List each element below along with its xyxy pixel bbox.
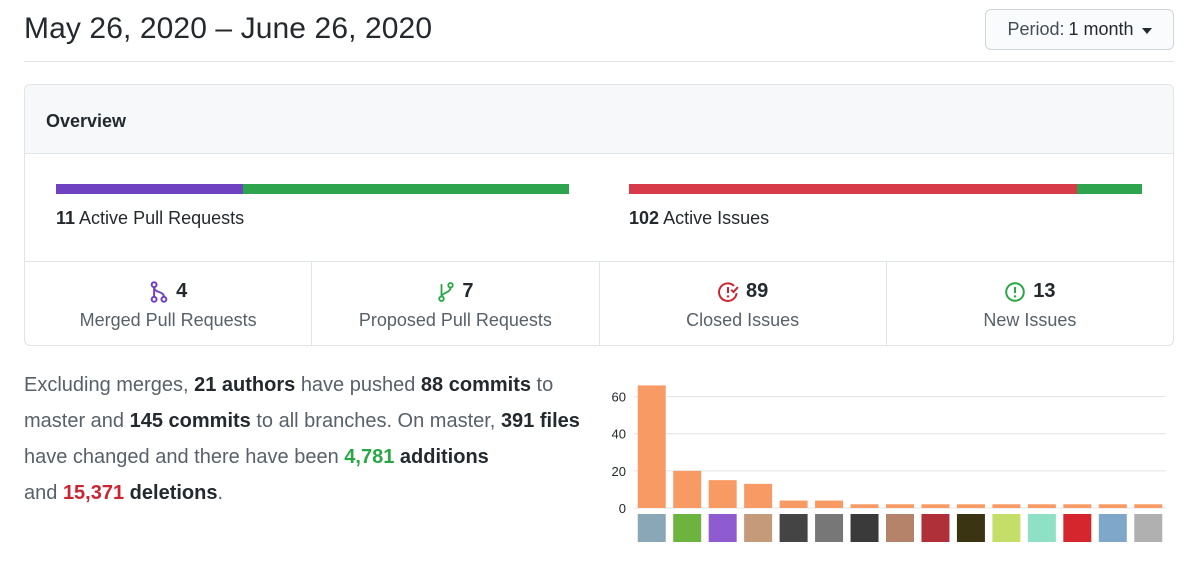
contributor-avatar[interactable] — [1134, 514, 1163, 542]
summary-text: to master and — [24, 374, 554, 432]
proposed-pull-requests-count: 7 — [462, 280, 474, 302]
overview-panel: Overview 11 Active Pull Requests 102 Act… — [24, 84, 1174, 346]
contributor-avatar[interactable] — [850, 514, 879, 542]
contribution-summary: Excluding merges, 21 authors have pushed… — [24, 367, 584, 511]
contributor-bar — [850, 504, 879, 508]
y-tick-label: 20 — [612, 464, 626, 479]
additions-count: 4,781 — [344, 446, 395, 468]
proposed-pull-requests-label: Proposed Pull Requests — [358, 310, 552, 330]
contributors-bar-chart: 0 20 40 60 — [612, 385, 1166, 542]
contributor-avatar[interactable] — [1098, 514, 1127, 542]
overview-header: Overview — [25, 85, 1173, 154]
contributor-avatar[interactable] — [1063, 514, 1092, 542]
deletions-count: 15,371 — [62, 482, 125, 504]
contributor-bar — [956, 504, 985, 508]
contributor-bar — [779, 500, 808, 508]
summary-text: to all branches. On master, — [256, 410, 496, 432]
active-pull-requests-label: Active Pull Requests — [79, 208, 245, 228]
master-commits-count: 88 commits — [420, 374, 531, 396]
contributor-bar — [1098, 504, 1127, 508]
contributor-bar — [921, 504, 950, 508]
authors-count-link[interactable]: 21 authors — [194, 374, 296, 396]
additions-label: additions — [399, 446, 489, 468]
closed-issues-count: 89 — [746, 280, 769, 302]
contributor-bar — [815, 500, 844, 508]
active-pull-requests-count: 11 — [56, 208, 76, 228]
git-merge-icon — [150, 280, 168, 303]
new-issues-segment — [1076, 184, 1142, 194]
date-range-title: May 26, 2020 – June 26, 2020 — [24, 12, 433, 45]
contributor-avatar[interactable] — [1027, 514, 1056, 542]
stat-closed-issues[interactable]: 89 Closed Issues — [600, 262, 887, 345]
summary-text: have pushed — [300, 374, 416, 396]
git-pull-request-icon — [438, 281, 454, 302]
deletions-label: deletions — [129, 482, 218, 504]
stat-proposed-pull-requests[interactable]: 7 Proposed Pull Requests — [312, 262, 600, 345]
merged-pull-requests-count: 4 — [176, 280, 188, 302]
active-issues-caption: 102 Active Issues — [629, 208, 1142, 229]
stat-new-issues[interactable]: 13 New Issues — [887, 262, 1173, 345]
contributor-avatar[interactable] — [744, 514, 773, 542]
overview-title: Overview — [46, 111, 127, 131]
contributor-bar — [886, 504, 914, 508]
closed-issues-label: Closed Issues — [686, 310, 800, 330]
y-tick-label: 0 — [619, 501, 626, 516]
contributor-avatar[interactable] — [921, 514, 950, 542]
new-issues-count: 13 — [1033, 280, 1056, 302]
contributor-avatar[interactable] — [637, 514, 666, 542]
contributor-bar — [1027, 504, 1056, 508]
contributor-avatar[interactable] — [956, 514, 985, 542]
summary-text: Excluding merges, — [24, 374, 189, 396]
contributor-bar — [744, 483, 773, 508]
contributor-avatar[interactable] — [779, 514, 808, 542]
contributor-bar — [673, 470, 702, 508]
contributor-bar — [708, 480, 737, 508]
page-header: May 26, 2020 – June 26, 2020 Period: 1 m… — [24, 0, 1174, 62]
active-pull-requests-caption: 11 Active Pull Requests — [56, 208, 569, 229]
contributor-avatar[interactable] — [815, 514, 844, 542]
new-issues-label: New Issues — [983, 310, 1077, 330]
contributor-avatar[interactable] — [673, 514, 702, 542]
y-tick-label: 40 — [612, 427, 626, 442]
contributor-avatar[interactable] — [886, 514, 914, 542]
contributor-avatar[interactable] — [708, 514, 737, 542]
active-issues-count: 102 — [629, 208, 660, 228]
contributor-avatar[interactable] — [992, 514, 1021, 542]
period-value: 1 month — [1068, 19, 1134, 39]
files-changed-count: 391 files — [500, 410, 580, 432]
summary-text: . — [217, 482, 224, 504]
contributor-bar — [637, 385, 666, 508]
issues-progress-bar — [629, 184, 1142, 194]
period-dropdown-button[interactable]: Period: 1 month — [985, 9, 1174, 50]
merged-pr-segment — [56, 184, 243, 194]
stat-merged-pull-requests[interactable]: 4 Merged Pull Requests — [25, 262, 313, 345]
merged-pull-requests-label: Merged Pull Requests — [79, 310, 257, 330]
y-tick-label: 60 — [612, 390, 626, 405]
pull-requests-progress-bar — [56, 184, 569, 194]
issue-opened-icon — [1005, 281, 1026, 302]
contributor-bar — [1063, 504, 1092, 508]
period-label: Period: — [1007, 19, 1065, 39]
closed-issues-segment — [629, 184, 1077, 194]
summary-text: have changed and there have been — [24, 446, 339, 468]
active-issues-summary[interactable]: 102 Active Issues — [629, 184, 1142, 229]
overview-stats: 4 Merged Pull Requests 7 Proposed Pull R… — [25, 262, 1173, 345]
contributor-bar — [1134, 504, 1163, 508]
all-branches-commits-count: 145 commits — [129, 410, 251, 432]
caret-down-icon — [1141, 27, 1152, 34]
active-pull-requests-summary[interactable]: 11 Active Pull Requests — [56, 184, 569, 229]
open-pr-segment — [242, 184, 569, 194]
issue-closed-icon — [718, 281, 739, 302]
summary-text: and — [24, 482, 58, 504]
contributor-bar — [992, 504, 1021, 508]
overview-bars: 11 Active Pull Requests 102 Active Issue… — [25, 154, 1173, 262]
active-issues-label: Active Issues — [663, 208, 770, 228]
